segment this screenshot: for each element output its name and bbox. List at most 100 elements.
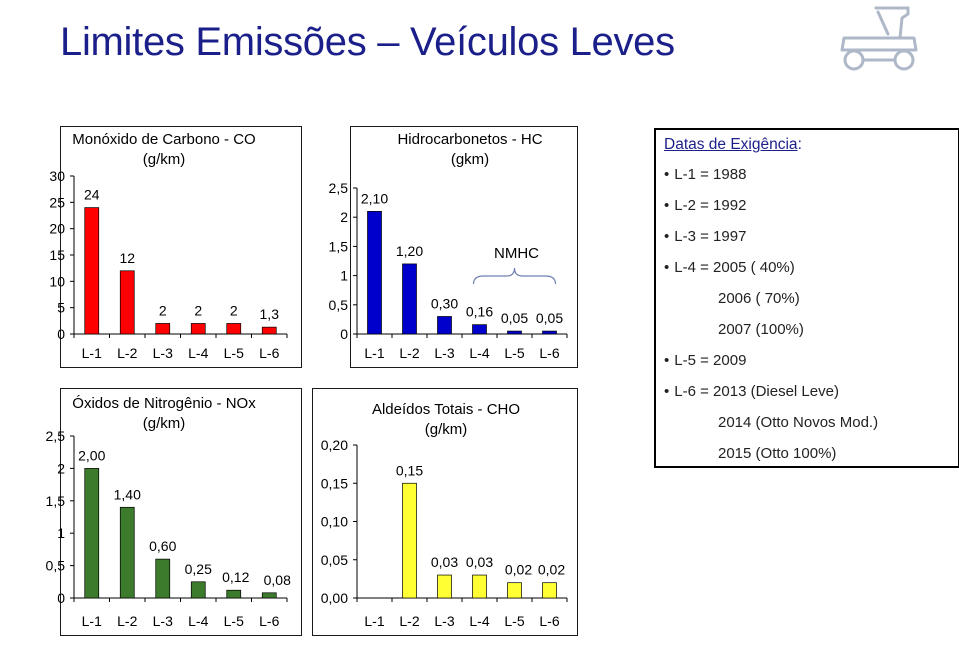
co-category-label: L-1 [82,345,102,361]
nox-bar [226,589,242,599]
hc-category-label: L-1 [364,345,384,361]
cho-chart-subtitle: (g/km) [425,421,468,438]
co-data-label: 2 [194,302,202,318]
co-bar [261,326,277,335]
cho-category-label: L-6 [539,613,559,629]
co-y-tick-label: 5 [57,300,65,316]
nox-y-tick-label: 1,5 [46,493,66,509]
hc-nmhc-bracket [472,267,557,285]
nox-chart-subtitle: (g/km) [143,415,186,432]
co-chart-title: Monóxido de Carbono - CO [72,131,255,148]
date-line: L-4 = 2005 ( 40%) [664,259,795,276]
hc-bar [507,330,522,335]
nox-bar [261,592,277,599]
cho-bar [402,482,417,599]
cho-y-tick-label: 0,00 [321,590,348,606]
co-data-label: 12 [119,250,135,266]
hc-y-tick-label: 1 [340,268,348,284]
nox-category-label: L-1 [82,613,102,629]
cho-y-tick-label: 0,05 [321,552,348,568]
nox-bar [119,506,135,599]
co-y-tick-label: 0 [57,326,65,342]
hc-category-label: L-2 [399,345,419,361]
date-line: L-2 = 1992 [664,197,746,214]
nox-data-label: 0,25 [185,561,212,577]
cho-chart: Aldeídos Totais - CHO (g/km) 0,00 0,05 0,10 0… [312,388,578,636]
co-bar [190,323,206,335]
hc-chart: Hidrocarbonetos - HC (gkm) 0 0,5 1 1,5 2 2,5 L-1… [329,126,578,368]
nox-category-label: L-6 [259,613,279,629]
dates-box: Datas de Exigência: L-1 = 1988 L-2 = 1992… [654,128,959,468]
hc-data-label: 1,20 [396,243,423,259]
nox-data-label: 0,60 [149,538,176,554]
hc-data-label: 2,10 [361,190,388,206]
nox-chart: Óxidos de Nitrogênio - NOx (g/km) 0 0,5 1 1,5… [46,388,302,636]
hc-y-tick-label: 1,5 [329,238,349,254]
cho-y-tick-label: 0,20 [321,437,348,453]
co-category-label: L-6 [259,345,279,361]
nox-chart-title: Óxidos de Nitrogênio - NOx [72,395,256,412]
co-data-label: 2 [159,302,167,318]
nox-bar [190,581,206,599]
hc-nmhc-label: NMHC [494,245,539,262]
hc-y-tick-label: 0,5 [329,297,349,313]
co-y-tick-label: 25 [49,194,65,210]
nox-data-label: 1,40 [114,486,141,502]
hc-data-label: 0,05 [501,310,528,326]
nox-category-label: L-5 [224,613,244,629]
hc-category-label: L-3 [434,345,454,361]
cho-y-tick-label: 0,10 [321,514,348,530]
nox-y-tick-label: 1 [57,525,65,541]
date-line: 2007 (100%) [718,321,804,338]
co-chart-subtitle: (g/km) [143,151,186,168]
co-data-label: 2 [230,302,238,318]
cho-data-label: 0,02 [538,562,565,578]
nox-data-label: 0,08 [264,572,291,588]
dates-title: Datas de Exigência: [664,136,802,153]
nox-category-label: L-2 [117,613,137,629]
co-y-tick-label: 15 [49,247,65,263]
cho-chart-title: Aldeídos Totais - CHO [372,401,520,418]
co-data-label: 24 [84,187,100,203]
date-line: L-5 = 2009 [664,352,746,369]
co-y-tick-label: 30 [49,168,65,184]
cho-bar [507,582,522,599]
cho-bar [437,574,452,599]
cho-category-label: L-3 [434,613,454,629]
co-chart: Monóxido de Carbono - CO (g/km) 0 5 10 15 20 25… [49,126,302,368]
hc-bar [542,330,557,335]
page-title: Limites Emissões – Veículos Leves [60,20,675,64]
nox-y-tick-label: 2,5 [46,428,66,444]
cho-bar [472,574,487,599]
date-line: L-1 = 1988 [664,166,746,183]
date-line: 2006 ( 70%) [718,290,800,307]
co-y-tick-label: 10 [49,273,65,289]
cho-data-label: 0,02 [505,562,532,578]
cho-category-label: L-4 [469,613,489,629]
hc-bar [472,324,487,335]
hc-category-label: L-4 [469,345,489,361]
cho-category-label: L-2 [399,613,419,629]
co-category-label: L-4 [188,345,208,361]
hc-bar [437,316,452,335]
nox-y-tick-label: 0,5 [46,558,66,574]
cho-y-tick-label: 0,15 [321,475,348,491]
nox-bar [155,558,171,599]
car-logo-icon [840,6,918,71]
hc-data-label: 0,16 [466,304,493,320]
co-bar [84,207,100,335]
hc-category-label: L-5 [504,345,524,361]
cho-data-label: 0,03 [431,554,458,570]
co-category-label: L-5 [224,345,244,361]
co-bar [226,323,242,335]
hc-chart-title: Hidrocarbonetos - HC [397,131,542,148]
hc-chart-frame [350,126,578,368]
co-bar [155,323,171,335]
hc-data-label: 0,05 [536,310,563,326]
nox-data-label: 0,12 [222,569,249,585]
co-bar [119,270,135,335]
co-category-label: L-3 [153,345,173,361]
nox-category-label: L-3 [153,613,173,629]
co-category-label: L-2 [117,345,137,361]
hc-chart-subtitle: (gkm) [451,151,489,168]
